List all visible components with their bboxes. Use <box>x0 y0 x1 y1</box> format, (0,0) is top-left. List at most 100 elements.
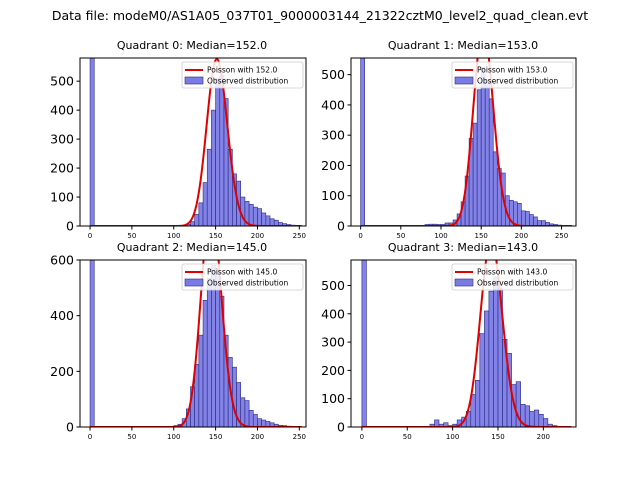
histogram-bar <box>492 151 498 226</box>
histogram-bar <box>360 58 365 226</box>
histogram-bar <box>261 419 267 427</box>
y-tick-label: 400 <box>50 103 74 118</box>
plot-area: 0 100 200 300 400 500 0 50 100 150 200 Poisson with… <box>321 259 577 441</box>
histogram-bar <box>190 221 195 226</box>
histogram-bar <box>248 203 254 226</box>
x-tick-label: 50 <box>127 433 136 441</box>
histogram-bar <box>488 98 494 226</box>
poisson-curve <box>360 58 572 226</box>
legend-label-poisson: Poisson with 143.0 <box>477 268 547 277</box>
legend-label-observed: Observed distribution <box>477 77 558 86</box>
y-tick-label: 300 <box>321 128 345 143</box>
panel-title: Quadrant 3: Median=143.0 <box>388 241 538 254</box>
x-tick-label: 200 <box>515 232 528 240</box>
y-tick-label: 100 <box>321 391 345 406</box>
panel-quadrant-3: Quadrant 3: Median=143.0 0 100 200 300 400 50… <box>321 241 577 441</box>
histogram-bar <box>202 300 208 427</box>
histogram-bar <box>252 206 258 226</box>
histogram-bar <box>198 202 204 226</box>
histogram-bar <box>488 290 494 427</box>
y-tick-label: 300 <box>50 132 74 147</box>
x-tick-label: 250 <box>555 232 568 240</box>
histogram-bar <box>269 218 275 226</box>
histogram-bar <box>474 379 481 427</box>
histogram-bar <box>525 211 530 226</box>
y-tick-label: 300 <box>321 335 345 350</box>
histogram-bar <box>493 276 499 427</box>
panel-title: Quadrant 2: Median=145.0 <box>117 241 267 254</box>
x-tick-label: 0 <box>360 433 364 441</box>
y-tick-label: 500 <box>321 67 345 82</box>
histogram-bar <box>194 214 200 226</box>
plot-area: 0 200 400 600 0 50 100 150 200 250 Poisson with 14… <box>50 253 307 441</box>
x-tick-label: 200 <box>537 433 550 441</box>
axes-frame <box>79 259 307 428</box>
x-tick-label: 200 <box>251 433 264 441</box>
x-tick-label: 150 <box>209 232 222 240</box>
histogram-bar <box>533 216 538 226</box>
histogram-bar <box>484 310 490 427</box>
x-tick-label: 100 <box>167 433 180 441</box>
histogram-bar <box>261 212 267 226</box>
y-tick-label: 400 <box>321 306 345 321</box>
histogram-bar <box>479 333 485 427</box>
y-tick-label: 200 <box>50 364 74 379</box>
histogram-bar <box>202 182 208 226</box>
histogram-bar <box>538 413 544 427</box>
histogram-bar <box>252 414 258 427</box>
x-tick-label: 150 <box>209 433 222 441</box>
y-tick-label: 200 <box>50 161 74 176</box>
axes-frame <box>350 259 577 428</box>
histogram-bar <box>472 122 478 226</box>
legend: Poisson with 153.0 Observed distribution <box>451 61 574 89</box>
y-tick-label: 500 <box>50 74 74 89</box>
x-tick-label: 0 <box>88 232 92 240</box>
y-tick-label: 500 <box>321 278 345 293</box>
histogram-bar <box>484 80 490 226</box>
histogram-bar <box>434 419 440 427</box>
x-tick-label: 150 <box>474 232 487 240</box>
histogram-bar <box>215 77 221 226</box>
histogram-bar <box>89 58 95 226</box>
x-tick-label: 0 <box>358 232 362 240</box>
panel-title: Quadrant 0: Median=152.0 <box>117 39 267 52</box>
legend-label-poisson: Poisson with 145.0 <box>207 268 277 277</box>
legend-patch-icon <box>184 278 204 287</box>
axes-frame <box>350 57 577 227</box>
y-tick-label: 0 <box>66 219 74 234</box>
histogram-bar <box>529 411 535 427</box>
legend: Poisson with 145.0 Observed distribution <box>181 263 304 291</box>
figure-title: Data file: modeM0/AS1A05_037T01_90000031… <box>52 8 588 23</box>
x-tick-label: 100 <box>434 232 447 240</box>
legend-label-poisson: Poisson with 152.0 <box>207 66 277 75</box>
histogram-bar <box>244 400 250 427</box>
histogram-bar <box>257 208 262 226</box>
y-tick-label: 400 <box>321 97 345 112</box>
poisson-curve <box>90 260 302 427</box>
x-tick-label: 50 <box>127 232 136 240</box>
histogram-bar <box>232 366 237 427</box>
legend: Poisson with 143.0 Observed distribution <box>451 263 574 291</box>
legend-patch-icon <box>454 278 474 287</box>
histogram-bar <box>524 405 531 427</box>
histogram-bar <box>529 214 534 226</box>
panel-quadrant-0: Quadrant 0: Median=152.0 0 100 200 300 400 50… <box>50 39 307 240</box>
y-tick-label: 400 <box>50 308 74 323</box>
legend-label-observed: Observed distribution <box>207 77 288 86</box>
histogram-bar <box>257 418 262 427</box>
histogram-bar <box>198 334 204 427</box>
histogram-bar <box>206 277 212 427</box>
panel-title: Quadrant 1: Median=153.0 <box>388 39 538 52</box>
x-tick-label: 50 <box>403 433 412 441</box>
y-tick-label: 100 <box>50 190 74 205</box>
legend: Poisson with 152.0 Observed distribution <box>181 61 304 89</box>
x-tick-label: 50 <box>396 232 405 240</box>
legend-label-poisson: Poisson with 153.0 <box>477 66 547 75</box>
axes-frame <box>79 57 307 227</box>
x-tick-label: 100 <box>167 232 180 240</box>
legend-label-observed: Observed distribution <box>477 279 558 288</box>
x-tick-label: 150 <box>491 433 504 441</box>
histogram-bar <box>476 89 482 226</box>
histogram-bar <box>513 201 518 226</box>
histogram-bar <box>206 148 212 226</box>
